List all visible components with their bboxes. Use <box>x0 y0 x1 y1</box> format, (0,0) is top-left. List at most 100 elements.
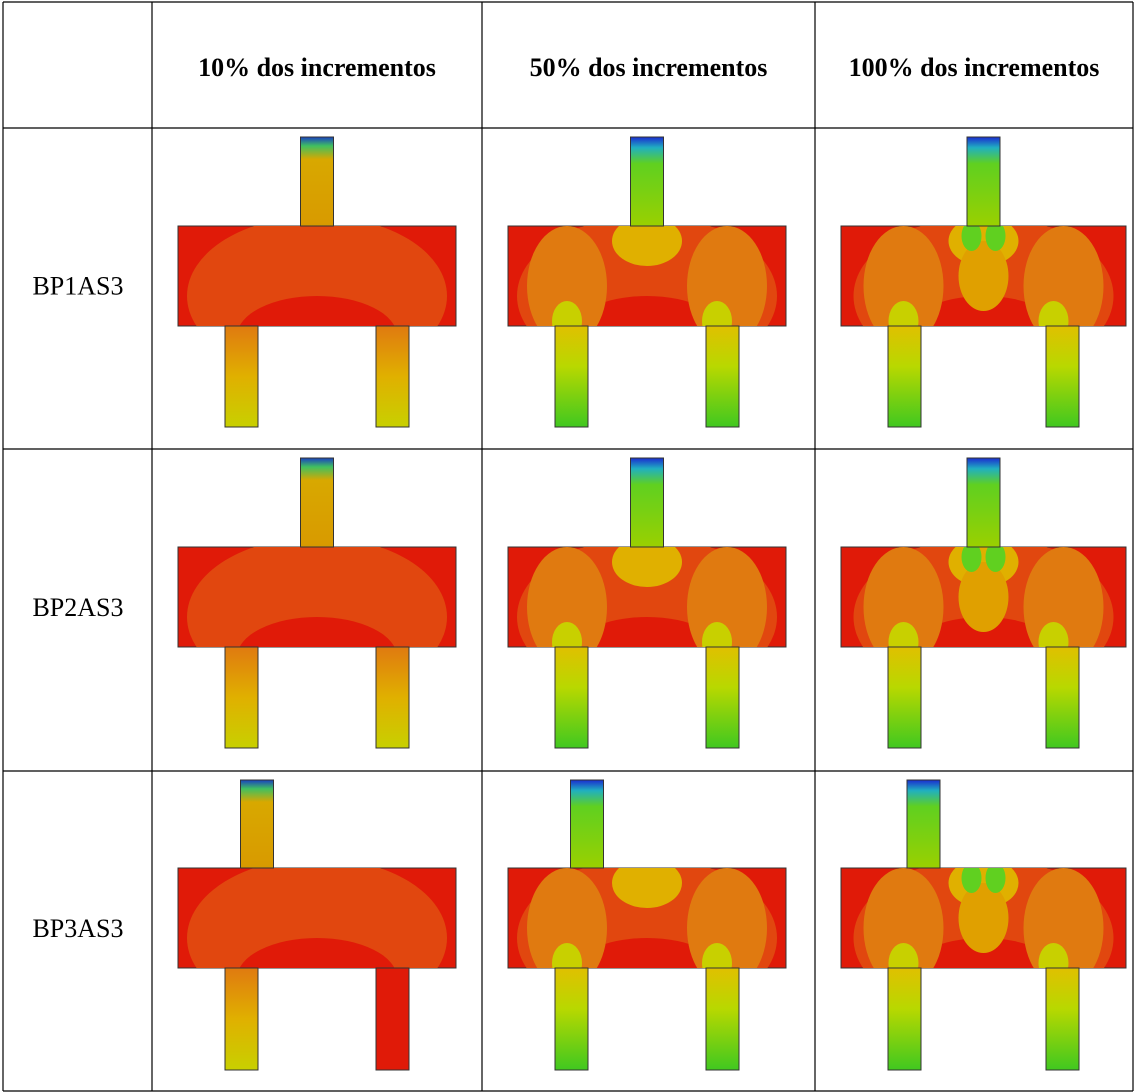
column-header: 10% dos incrementos <box>198 53 436 82</box>
support-leg <box>554 967 589 1071</box>
contour <box>1038 622 1069 647</box>
beam-contours <box>517 868 777 968</box>
contour <box>569 938 725 968</box>
contour <box>239 938 395 968</box>
contour <box>687 868 767 968</box>
support-leg <box>1045 646 1080 749</box>
stress-contour-plot <box>177 457 457 749</box>
contour <box>552 301 582 326</box>
stress-contour-plot <box>177 136 457 428</box>
stress-contour-plot <box>507 779 787 1071</box>
contour <box>888 943 919 968</box>
support-leg <box>887 325 922 428</box>
contour <box>552 943 582 968</box>
support-leg <box>375 967 410 1071</box>
load-column <box>966 457 1001 548</box>
beam-contours <box>187 868 447 968</box>
load-column <box>300 457 334 548</box>
contour <box>888 301 919 326</box>
support-leg <box>224 967 259 1071</box>
stress-contour-plot <box>507 136 787 428</box>
contour <box>961 547 982 572</box>
beam-contours <box>187 226 447 326</box>
support-leg <box>705 325 740 428</box>
support-leg <box>1045 967 1080 1071</box>
contour <box>1038 301 1069 326</box>
row-label: BP3AS3 <box>32 914 123 943</box>
contour <box>863 547 944 647</box>
support-leg <box>224 646 259 749</box>
contour <box>612 868 682 908</box>
contour <box>985 547 1006 572</box>
beam-contours <box>853 547 1114 647</box>
contour <box>906 296 1061 326</box>
contour <box>958 241 1009 311</box>
contour <box>958 562 1009 632</box>
row-label: BP1AS3 <box>32 271 123 300</box>
support-leg <box>554 646 589 749</box>
support-leg <box>554 325 589 428</box>
contour <box>702 943 732 968</box>
stress-contour-plot <box>840 136 1127 428</box>
load-column <box>240 779 274 869</box>
load-column <box>300 136 334 227</box>
contour <box>961 868 982 893</box>
contour <box>569 296 725 326</box>
contour <box>239 296 395 326</box>
contour <box>985 868 1006 893</box>
contour <box>569 617 725 647</box>
stress-contour-plot <box>840 457 1127 749</box>
support-leg <box>887 967 922 1071</box>
column-header: 50% dos incrementos <box>530 53 768 82</box>
contour <box>527 226 607 326</box>
support-leg <box>375 646 410 749</box>
contour <box>612 547 682 587</box>
contour <box>702 622 732 647</box>
contour <box>239 617 395 647</box>
contour <box>702 301 732 326</box>
contour <box>612 226 682 266</box>
contour <box>1038 943 1069 968</box>
support-leg <box>375 325 410 428</box>
contour <box>1023 226 1104 326</box>
contour <box>906 938 1061 968</box>
beam-contours <box>853 868 1114 968</box>
load-column <box>966 136 1001 227</box>
contour <box>187 868 447 968</box>
row-label: BP2AS3 <box>32 593 123 622</box>
load-column <box>630 457 664 548</box>
contour <box>1023 547 1104 647</box>
contour <box>187 547 447 647</box>
load-column <box>630 136 664 227</box>
contour <box>863 868 944 968</box>
contour <box>863 226 944 326</box>
contour <box>961 226 982 251</box>
contour <box>527 547 607 647</box>
contour <box>958 883 1009 953</box>
support-leg <box>705 646 740 749</box>
beam-contours <box>853 226 1114 326</box>
beam-contours <box>517 547 777 647</box>
contour <box>985 226 1006 251</box>
stress-contour-plot <box>177 779 457 1071</box>
contour <box>527 868 607 968</box>
contour <box>187 226 447 326</box>
support-leg <box>887 646 922 749</box>
load-column <box>906 779 941 869</box>
load-column <box>570 779 604 869</box>
contour <box>888 622 919 647</box>
contour <box>1023 868 1104 968</box>
contour <box>552 622 582 647</box>
contour <box>906 617 1061 647</box>
beam-contours <box>187 547 447 647</box>
support-leg <box>224 325 259 428</box>
support-leg <box>1045 325 1080 428</box>
column-header: 100% dos incrementos <box>849 53 1100 82</box>
stress-contour-plot <box>840 779 1127 1071</box>
stress-contour-plot <box>507 457 787 749</box>
contour <box>687 226 767 326</box>
support-leg <box>705 967 740 1071</box>
beam-contours <box>517 226 777 326</box>
